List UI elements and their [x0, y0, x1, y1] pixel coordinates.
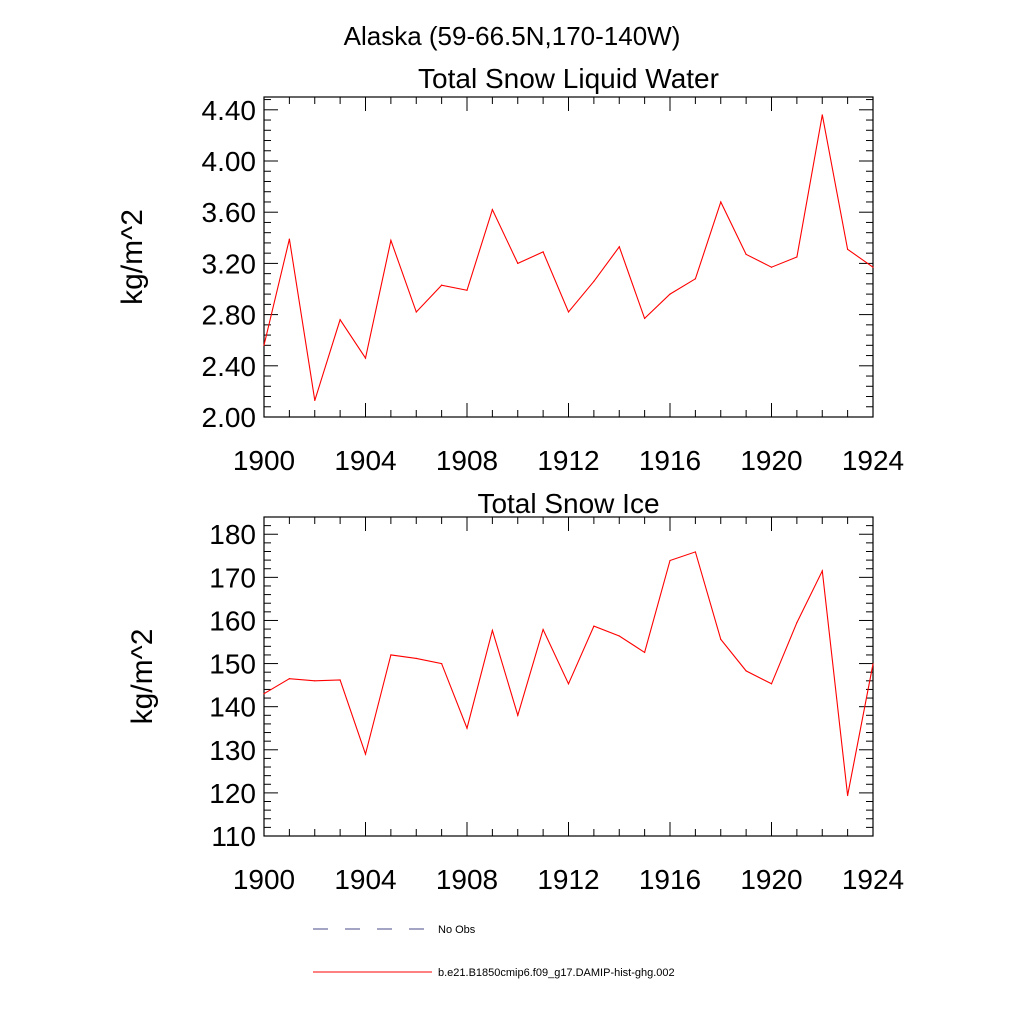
y-tick-label: 4.40 — [202, 95, 257, 126]
x-tick-label: 1904 — [334, 445, 396, 476]
y-tick-label: 120 — [209, 778, 256, 809]
y-tick-label: 130 — [209, 735, 256, 766]
y-tick-label: 2.40 — [202, 351, 257, 382]
x-tick-label: 1924 — [842, 864, 904, 895]
y-tick-label: 160 — [209, 605, 256, 636]
y-tick-label: 4.00 — [202, 146, 257, 177]
data-point — [288, 678, 290, 680]
data-point — [441, 662, 443, 665]
chart-panel-0: Total Snow Liquid Water 1900 1904 1908 1912 1… — [116, 63, 904, 476]
chart-title: Total Snow Liquid Water — [418, 63, 719, 94]
data-point — [847, 248, 849, 250]
x-tick-label: 1916 — [639, 445, 701, 476]
data-point — [872, 266, 874, 268]
data-point — [644, 317, 646, 320]
data-point — [618, 246, 620, 248]
legend: No Obs b.e21.B1850cmip6.f09_g17.DAMIP-his… — [313, 924, 675, 979]
data-point — [745, 670, 747, 672]
data-point — [339, 319, 341, 321]
x-tick-label: 1920 — [740, 445, 802, 476]
data-point — [593, 280, 595, 282]
y-tick-label: 3.60 — [202, 197, 257, 228]
x-tick-label: 1920 — [740, 864, 802, 895]
data-point — [314, 399, 316, 401]
y-axis-label: kg/m^2 — [126, 629, 159, 725]
data-point — [720, 201, 722, 203]
chart-panels: Total Snow Liquid Water 1900 1904 1908 1912 1… — [116, 63, 904, 895]
y-tick-label: 140 — [209, 692, 256, 723]
data-point — [847, 794, 849, 797]
data-point — [796, 622, 798, 624]
data-point — [872, 663, 874, 665]
data-point — [314, 680, 316, 682]
plot-frame — [263, 516, 874, 837]
x-tick-label: 1912 — [537, 864, 599, 895]
data-point — [364, 357, 367, 359]
data-point — [466, 727, 468, 729]
series-line-0 — [263, 114, 874, 401]
y-tick-label: 180 — [209, 519, 256, 550]
data-point — [390, 654, 392, 656]
x-tick-label: 1900 — [233, 864, 295, 895]
data-point — [644, 651, 646, 653]
x-tick-label: 1900 — [233, 445, 295, 476]
data-point — [263, 693, 265, 695]
legend-label: b.e21.B1850cmip6.f09_g17.DAMIP-hist-ghg.… — [438, 967, 675, 979]
data-point — [542, 628, 544, 631]
data-point — [466, 289, 468, 291]
data-point — [567, 683, 570, 685]
series-line-0 — [263, 551, 874, 796]
x-tick-label: 1908 — [436, 864, 498, 895]
data-point — [390, 239, 392, 241]
legend-item-0: No Obs — [313, 924, 476, 936]
y-tick-label: 150 — [209, 649, 256, 680]
data-point — [720, 638, 722, 641]
data-point — [263, 344, 265, 346]
x-tick-label: 1908 — [436, 445, 498, 476]
data-point — [694, 278, 696, 280]
data-point — [618, 635, 620, 637]
data-point — [567, 311, 570, 313]
data-point — [593, 625, 595, 627]
data-point — [669, 559, 671, 562]
data-point — [669, 293, 671, 295]
y-tick-label: 3.20 — [202, 248, 257, 279]
y-tick-label: 2.80 — [202, 300, 257, 331]
data-point — [821, 114, 823, 116]
data-point — [517, 714, 519, 716]
data-point — [491, 209, 493, 211]
x-tick-label: 1916 — [639, 864, 701, 895]
data-point — [745, 253, 747, 256]
data-point — [339, 679, 341, 681]
legend-label: No Obs — [438, 924, 476, 936]
chart-title: Total Snow Ice — [477, 488, 659, 519]
data-point — [288, 238, 290, 240]
data-point — [796, 256, 798, 258]
data-point — [364, 753, 367, 755]
x-tick-label: 1912 — [537, 445, 599, 476]
y-axis-label: kg/m^2 — [116, 209, 149, 305]
x-tick-label: 1924 — [842, 445, 904, 476]
data-point — [441, 284, 443, 286]
data-point — [415, 657, 417, 659]
data-point — [694, 551, 696, 553]
data-point — [491, 629, 493, 631]
plot-frame — [263, 96, 874, 418]
data-point — [821, 570, 823, 572]
x-tick-label: 1904 — [334, 864, 396, 895]
y-tick-label: 2.00 — [202, 402, 257, 433]
legend-item-1: b.e21.B1850cmip6.f09_g17.DAMIP-hist-ghg.… — [313, 967, 675, 979]
data-point — [415, 311, 417, 313]
data-point — [517, 262, 519, 264]
chart-panel-1: Total Snow Ice 1900 1904 1908 1912 1916 1920 19… — [126, 488, 904, 895]
data-point — [770, 683, 773, 685]
y-tick-label: 170 — [209, 562, 256, 593]
data-point — [770, 266, 773, 268]
figure-title: Alaska (59-66.5N,170-140W) — [344, 21, 681, 51]
data-point — [542, 251, 544, 253]
y-tick-label: 110 — [211, 821, 256, 852]
